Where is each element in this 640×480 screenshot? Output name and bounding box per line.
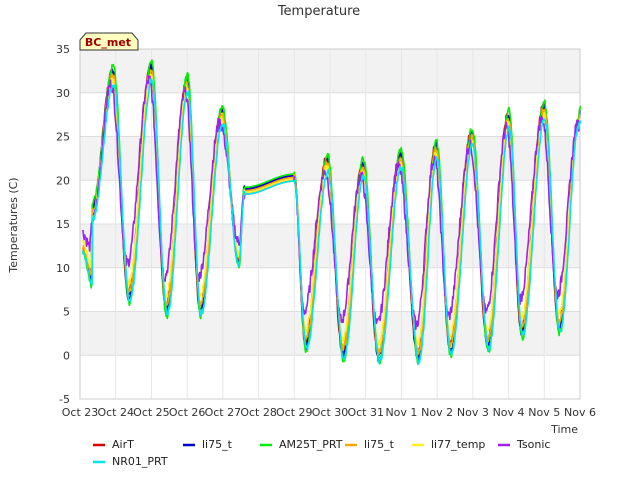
x-tick-label: Nov 1 [385, 406, 417, 419]
y-axis-ticks: -5 0 5 10 15 20 25 30 35 [56, 43, 70, 406]
legend-label: NR01_PRT [112, 455, 168, 468]
series-lines [82, 59, 582, 365]
x-tick-label: Oct 24 [97, 406, 134, 419]
x-tick-label: Oct 25 [133, 406, 170, 419]
y-tick-label: 30 [56, 87, 70, 100]
y-tick-label: 5 [63, 306, 70, 319]
y-tick-label: 35 [56, 43, 70, 56]
station-badge: BC_met [79, 32, 139, 51]
legend-label: li77_temp [431, 438, 485, 451]
chart-title: Temperature [277, 4, 360, 19]
x-tick-label: Nov 5 [528, 406, 560, 419]
x-tick-label: Oct 30 [312, 406, 349, 419]
x-axis-ticks: Oct 23 Oct 24 Oct 25 Oct 26 Oct 27 Oct 28 Oct … [62, 406, 596, 419]
x-tick-label: Oct 29 [276, 406, 313, 419]
y-tick-label: 20 [56, 174, 70, 187]
x-tick-label: Oct 31 [347, 406, 384, 419]
x-tick-label: Nov 4 [493, 406, 525, 419]
x-axis-label: Time [550, 423, 578, 436]
legend-label: Tsonic [516, 438, 550, 451]
x-tick-label: Nov 6 [564, 406, 596, 419]
legend-label: li75_t [364, 438, 395, 451]
y-tick-label: 10 [56, 262, 70, 275]
station-badge-label: BC_met [85, 36, 131, 49]
x-tick-label: Nov 2 [421, 406, 453, 419]
x-tick-label: Nov 3 [457, 406, 489, 419]
x-tick-label: Oct 23 [62, 406, 99, 419]
x-tick-label: Oct 26 [169, 406, 206, 419]
plot-frame [79, 48, 581, 400]
legend-label: AirT [112, 438, 134, 451]
legend-label: AM25T_PRT [279, 438, 343, 451]
y-tick-label: 0 [63, 349, 70, 362]
legend: AirT li75_t AM25T_PRT li75_t li77_temp Tsonic… [93, 438, 550, 468]
series-line [82, 78, 582, 365]
x-tick-label: Oct 28 [240, 406, 277, 419]
y-tick-label: -5 [59, 393, 70, 406]
y-axis-label: Temperatures (C) [7, 177, 20, 273]
series-line [82, 75, 580, 330]
station-badge-shape [79, 32, 139, 51]
legend-label: li75_t [202, 438, 233, 451]
x-tick-label: Oct 27 [205, 406, 242, 419]
y-tick-label: 25 [56, 131, 70, 144]
y-tick-label: 15 [56, 218, 70, 231]
